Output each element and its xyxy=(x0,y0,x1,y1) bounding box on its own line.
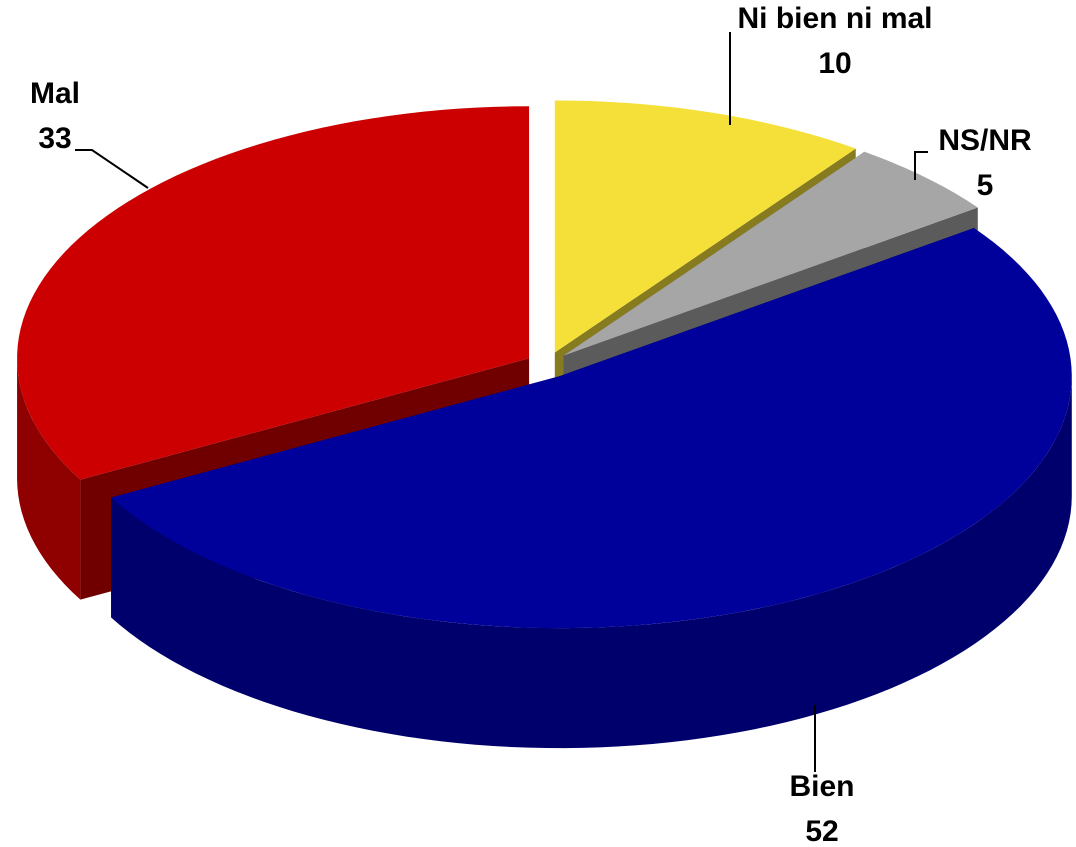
category-label: Ni bien ni mal xyxy=(737,2,932,35)
leader-line xyxy=(914,151,928,180)
slice-wall xyxy=(17,358,81,600)
labels: Ni bien ni mal 10 NS/NR 5 Bien 52 Mal 33 xyxy=(30,2,1032,847)
slice xyxy=(111,228,1072,749)
category-label: NS/NR xyxy=(938,124,1032,157)
value-label: 33 xyxy=(38,122,71,155)
slice-top xyxy=(563,151,978,356)
slice-top xyxy=(554,100,856,353)
slice-top xyxy=(17,106,530,480)
value-label: 52 xyxy=(805,815,838,847)
slice-wall xyxy=(111,376,1072,749)
category-label: Bien xyxy=(789,770,854,803)
leader-line xyxy=(75,149,149,189)
slice-top xyxy=(111,228,1072,629)
value-label: 10 xyxy=(818,47,851,80)
pie xyxy=(17,100,1072,749)
category-label: Mal xyxy=(30,77,80,110)
value-label: 5 xyxy=(977,169,994,202)
